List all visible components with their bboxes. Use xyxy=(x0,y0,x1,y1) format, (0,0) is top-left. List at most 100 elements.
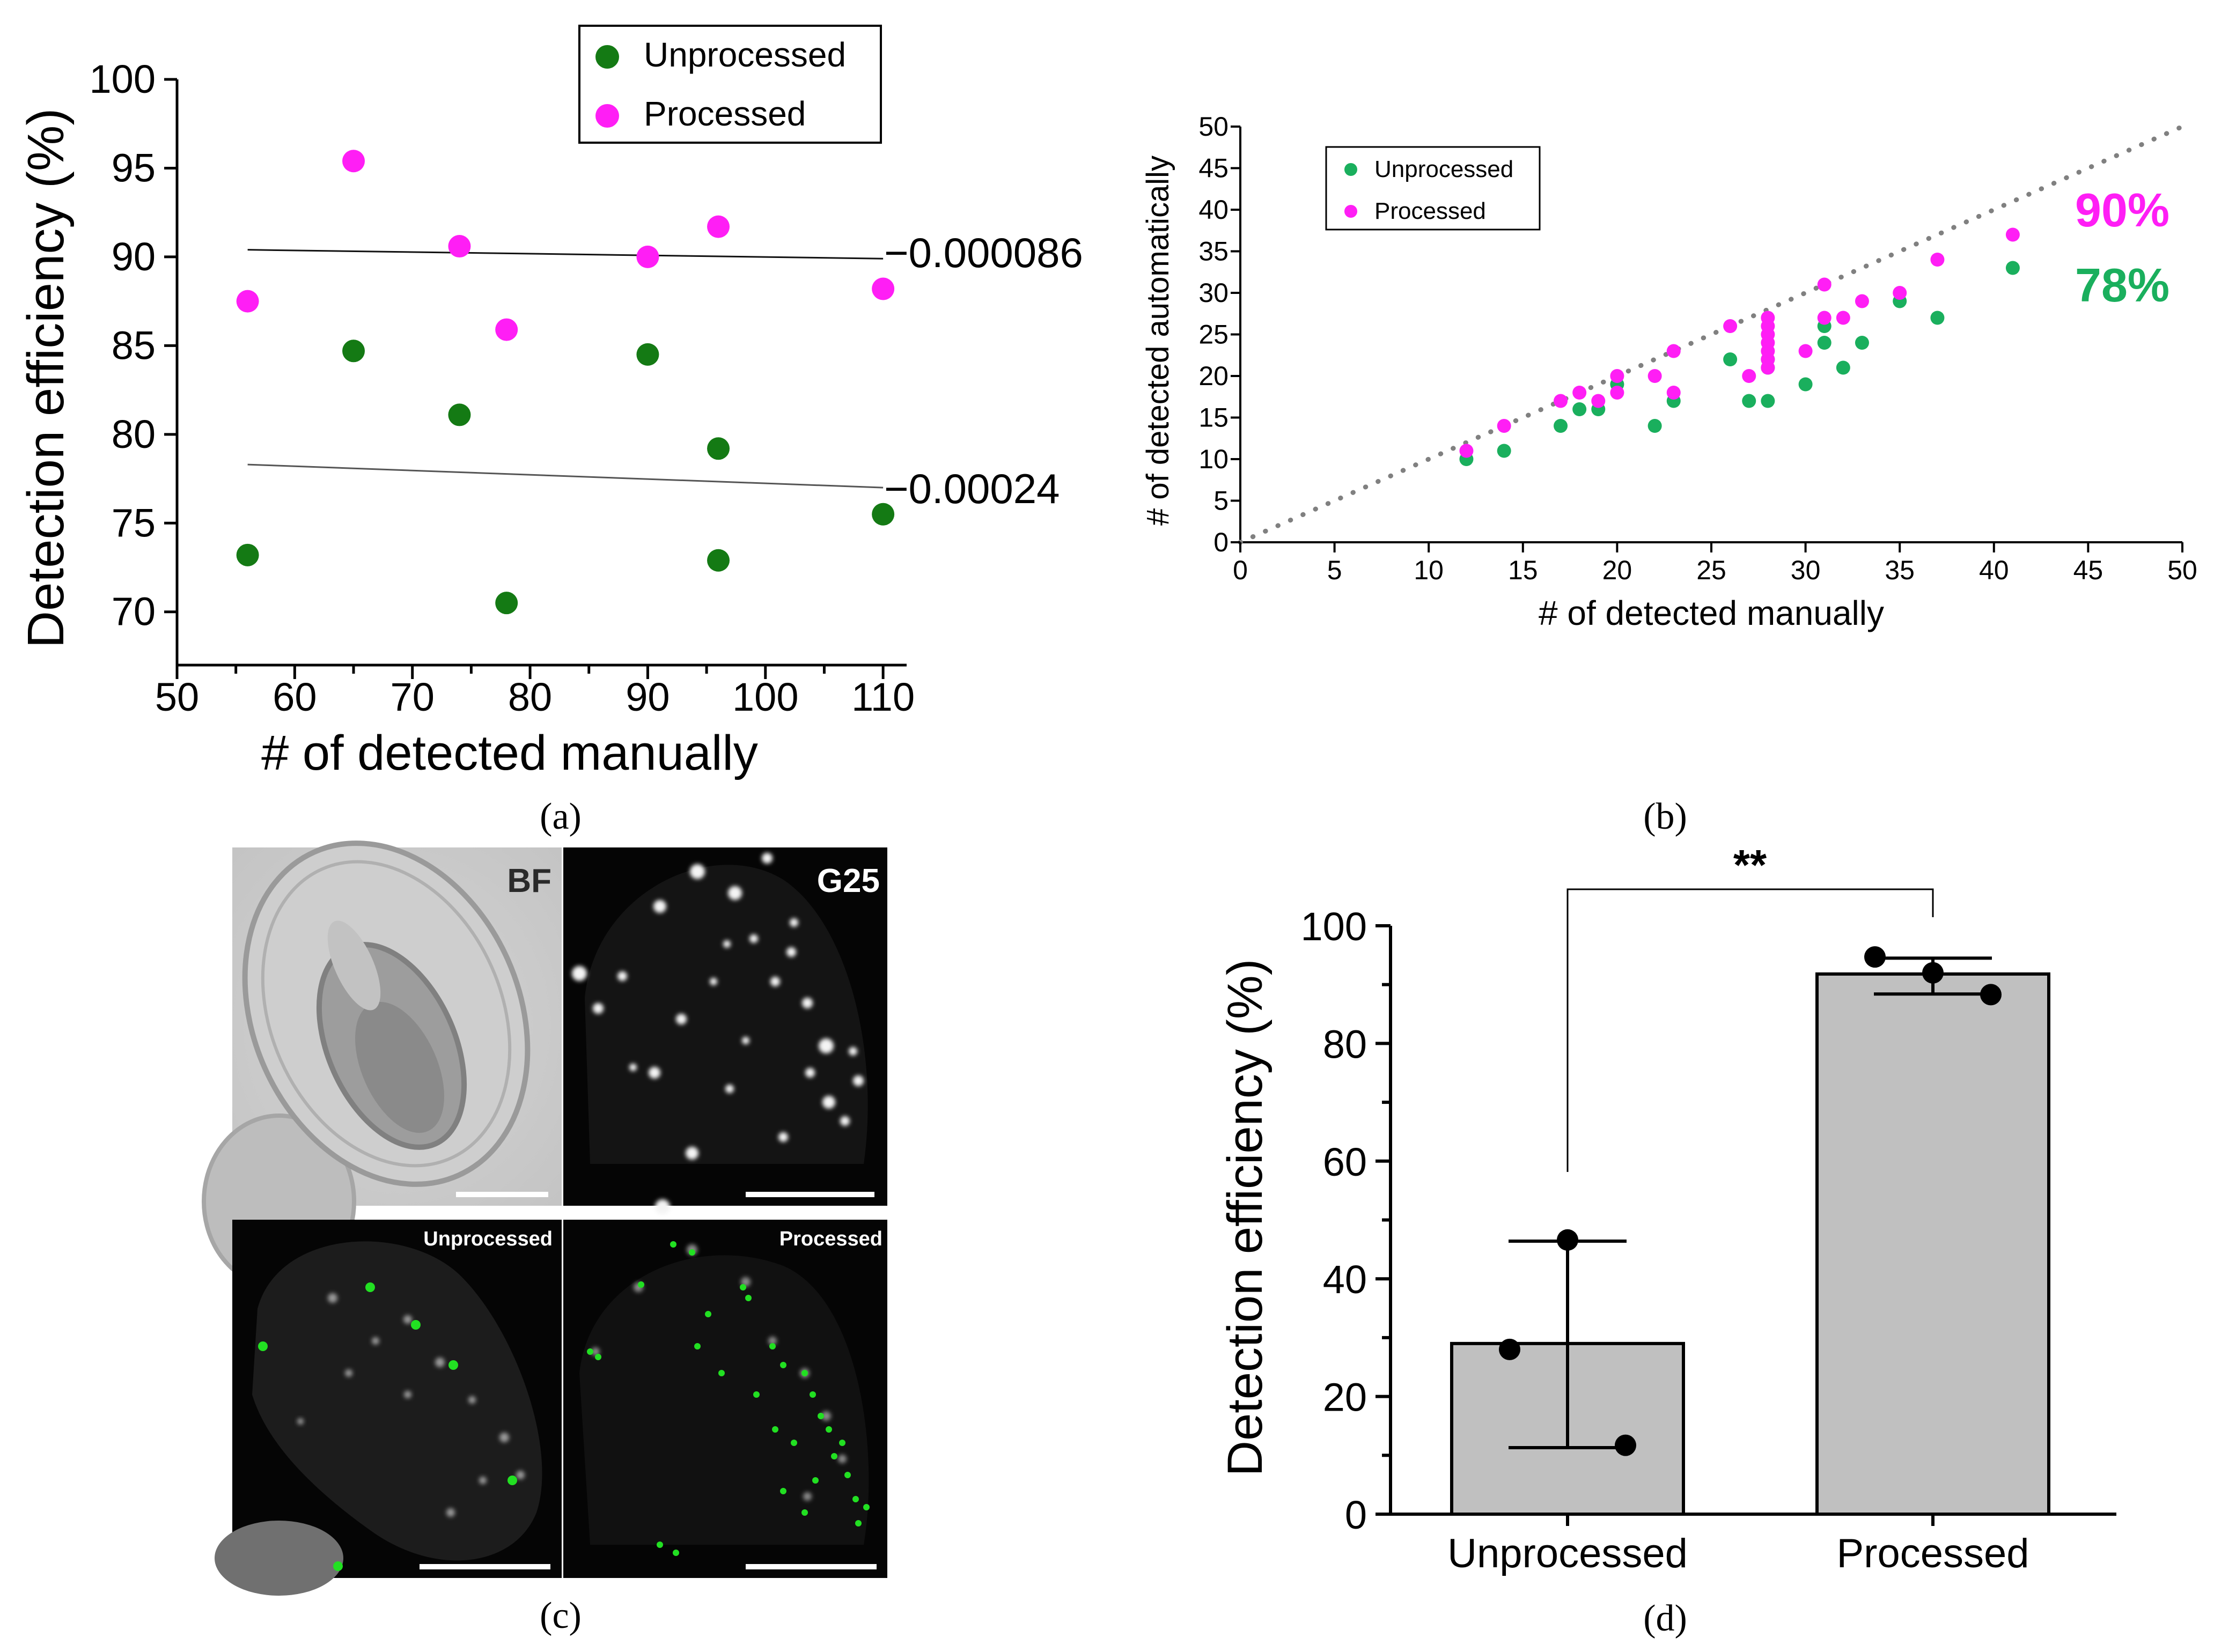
panel-b-point xyxy=(1554,394,1568,408)
processed-detected-spot xyxy=(670,1241,676,1248)
panel-d-bar xyxy=(1815,972,2050,1516)
panel-b-point xyxy=(1459,444,1474,458)
bf-scale-bar xyxy=(456,1192,548,1197)
panel-b-point xyxy=(1647,369,1662,383)
g25-spot xyxy=(629,1064,637,1071)
panel-a-y-axis-label: Detection efficiency (%) xyxy=(17,108,75,648)
panel-a-point xyxy=(342,340,365,363)
panel-a-trend-lines xyxy=(247,249,884,489)
unprocessed-detected-spots xyxy=(258,1282,525,1571)
panel-b-point xyxy=(1723,352,1738,366)
panel-b-point xyxy=(1817,277,1831,292)
panel-b-y-tick-label: 45 xyxy=(1198,153,1229,183)
panel-b-points xyxy=(1459,227,2020,466)
g25-spot xyxy=(790,918,798,927)
panel-a-y-tick-label: 80 xyxy=(112,412,156,456)
processed-background-spot xyxy=(838,1455,847,1463)
panel-d-y-tick-label: 80 xyxy=(1323,1022,1367,1066)
panel-b-x-tick-label: 40 xyxy=(1979,555,2009,585)
processed-detected-spot xyxy=(844,1472,851,1478)
panel-b-x-ticks: 0 5 10 15 20 25 30 35 40 45 50 xyxy=(1233,542,2197,585)
unprocessed-background-spot xyxy=(345,1369,352,1377)
processed-detected-spot xyxy=(818,1413,824,1419)
panel-a-x-ticks: 50 60 70 80 90 100 110 xyxy=(155,665,915,719)
panel-a-point xyxy=(707,549,730,572)
unprocessed-image-label: Unprocessed xyxy=(423,1228,553,1250)
g25-spot xyxy=(725,1085,734,1093)
panel-b-point xyxy=(1723,319,1738,333)
panel-b-point xyxy=(1836,360,1850,375)
panel-d-bars xyxy=(1450,972,2050,1516)
significance-label: ** xyxy=(1733,841,1767,889)
g25-spot xyxy=(762,853,773,864)
processed-detected-spot xyxy=(587,1348,593,1355)
panel-a-slope-label-processed: −0.000086 xyxy=(884,229,1083,276)
panel-a-y-tick-label: 70 xyxy=(112,589,156,634)
panel-d-caption: (d) xyxy=(1643,1598,1687,1639)
g25-spot xyxy=(649,1067,660,1079)
unprocessed-background-spot xyxy=(435,1358,445,1367)
processed-detected-spot xyxy=(689,1249,695,1256)
unprocessed-background-spot xyxy=(479,1477,487,1484)
panel-d-bar-chart: 0 20 40 60 80 100 Unprocessed Processed ** Det… xyxy=(1218,841,2116,1639)
g25-scale-bar xyxy=(746,1192,874,1197)
g25-spot xyxy=(786,947,796,957)
unprocessed-detected-spot xyxy=(507,1476,517,1485)
processed-detected-spot xyxy=(673,1550,679,1556)
unprocessed-background-spot xyxy=(404,1391,411,1398)
image-g25: G25 xyxy=(563,847,887,1214)
panel-a-point xyxy=(448,235,471,258)
panel-d-x-tick-labels: Unprocessed Processed xyxy=(1447,1514,2029,1576)
g25-spot xyxy=(822,1096,835,1109)
panel-b-point xyxy=(1817,311,1831,325)
processed-detected-spot xyxy=(855,1520,862,1526)
panel-b-point xyxy=(1855,336,1869,350)
processed-detected-spots xyxy=(587,1241,870,1556)
panel-b-point xyxy=(1930,311,1945,325)
panel-b-annotation-processed: 90% xyxy=(2075,183,2169,237)
panel-b-x-axis-label: # of detected manually xyxy=(1539,594,1884,632)
panel-a-point xyxy=(236,290,259,313)
panel-b-point xyxy=(1855,294,1869,308)
panel-d-y-tick-label: 0 xyxy=(1345,1493,1367,1537)
processed-detected-spot xyxy=(801,1370,808,1376)
unprocessed-background-spot xyxy=(297,1418,304,1425)
panel-a-legend-marker-unprocessed xyxy=(595,45,619,69)
processed-detected-spot xyxy=(801,1509,808,1516)
unprocessed-detected-spot xyxy=(258,1341,268,1351)
panel-c-micrographs: BF G25 Unprocessed Processed (c) xyxy=(202,840,887,1636)
panel-a-points xyxy=(236,150,895,615)
g25-spot xyxy=(802,998,813,1008)
processed-detected-spot xyxy=(769,1343,776,1349)
processed-detected-spot xyxy=(812,1477,819,1484)
panel-d-point xyxy=(1922,962,1944,984)
panel-b-y-tick-label: 5 xyxy=(1213,486,1229,516)
g25-spot xyxy=(723,940,731,948)
panel-a-point xyxy=(707,437,730,460)
panel-b-point xyxy=(1798,344,1813,358)
panel-a-legend: Unprocessed Processed xyxy=(578,25,882,144)
panel-a-scatter: 70 75 80 85 90 95 100 50 60 70 80 90 100 110 # of de… xyxy=(17,25,1083,837)
panel-a-legend-box xyxy=(578,25,882,144)
panel-a-x-tick-label: 80 xyxy=(508,675,552,719)
panel-a-legend-label-unprocessed: Unprocessed xyxy=(644,35,846,74)
panel-a-trend-line xyxy=(247,463,884,489)
panel-a-point xyxy=(872,503,895,526)
panel-a-point xyxy=(707,215,730,238)
processed-detected-spot xyxy=(772,1426,778,1433)
panel-d-y-axis-label: Detection efficiency (%) xyxy=(1218,959,1273,1477)
panel-b-y-tick-label: 0 xyxy=(1213,527,1229,557)
panel-a-point xyxy=(342,150,365,173)
panel-b-point xyxy=(1591,394,1606,408)
image-processed-overlay: Processed xyxy=(563,1220,887,1578)
panel-d-y-tick-label: 20 xyxy=(1323,1375,1367,1420)
significance-bracket: ** xyxy=(1566,841,1934,1172)
panel-a-caption: (a) xyxy=(540,796,582,837)
processed-detected-spot xyxy=(780,1362,786,1368)
panel-b-y-tick-label: 25 xyxy=(1198,320,1229,350)
panel-a-x-tick-label: 50 xyxy=(155,675,199,719)
panel-b-legend-label-processed: Processed xyxy=(1374,198,1486,224)
panel-a-trend-line xyxy=(247,249,884,260)
panel-a-slope-label-unprocessed: −0.00024 xyxy=(884,465,1060,512)
